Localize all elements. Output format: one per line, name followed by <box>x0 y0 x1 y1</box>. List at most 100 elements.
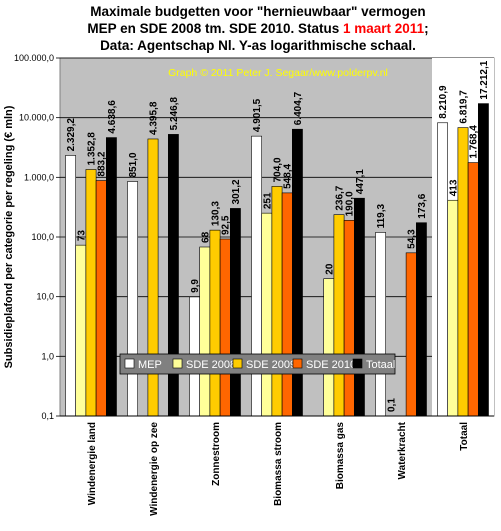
legend-swatch <box>124 358 135 369</box>
data-label: 68 <box>200 231 211 243</box>
bar <box>405 252 417 417</box>
legend-entry: MEP <box>138 359 162 371</box>
y-tick-label: 1.000,0 <box>24 172 54 182</box>
data-label: 130,3 <box>211 201 222 226</box>
y-tick-label: 100.000,0 <box>14 53 54 63</box>
data-label: 704,0 <box>273 157 284 182</box>
data-label: 173,6 <box>417 193 428 218</box>
y-tick-label: 10,0 <box>36 292 54 302</box>
x-tick-label: Windenergie land <box>87 422 98 505</box>
y-axis-label: Subsidieplafond per categorie per regeli… <box>3 105 15 368</box>
bar <box>343 220 355 417</box>
title-line: MEP en SDE 2008 tm. SDE 2010. Status 1 m… <box>87 21 428 36</box>
data-label: 1.352,8 <box>87 132 98 166</box>
data-label: 9,9 <box>190 279 201 293</box>
data-label: 54,3 <box>407 229 418 249</box>
data-label: 6.404,7 <box>293 91 304 125</box>
bar <box>127 181 138 417</box>
data-label: 20 <box>324 263 335 275</box>
bar <box>106 137 117 417</box>
bar <box>85 169 97 417</box>
y-tick-label: 10.000,0 <box>19 113 54 123</box>
bar <box>437 122 448 417</box>
x-tick-label: Zonnestroom <box>211 422 222 486</box>
legend-entry: SDE 2009 <box>246 359 296 371</box>
bar <box>415 222 427 417</box>
legend-box <box>119 353 396 375</box>
bar <box>457 127 469 417</box>
legend: MEP SDE 2008 SDE 2009 SDE 2010 Totaal <box>119 353 396 375</box>
data-label: 0,1 <box>386 398 397 412</box>
data-label: 548,4 <box>283 163 294 188</box>
bar <box>147 138 159 417</box>
bar <box>230 208 241 417</box>
data-label: 4.395,8 <box>149 101 160 135</box>
bar <box>281 192 293 417</box>
data-label: 2.329,2 <box>66 118 77 152</box>
data-labels: 2.329,2 73 1.352,8 883,2 4.638,6 851,0 4.395,8… <box>66 60 490 412</box>
legend-swatch <box>292 358 303 369</box>
bar <box>65 155 76 417</box>
x-axis-ticks: Windenergie land Windenergie op zee Zonnes… <box>60 415 494 516</box>
bars <box>65 58 494 417</box>
bar <box>271 186 283 417</box>
x-tick-label: Biomassa gas <box>335 422 346 490</box>
data-label: 251 <box>262 192 273 209</box>
bar <box>447 199 459 417</box>
bar <box>261 212 273 417</box>
data-label: 92,5 <box>221 215 232 235</box>
title-line: Maximale budgetten voor "hernieuwbaar" v… <box>90 4 425 19</box>
bar <box>209 229 221 417</box>
data-label: 73 <box>76 230 87 242</box>
bar <box>75 244 87 417</box>
x-tick-label: Waterkracht <box>397 421 408 479</box>
bar <box>95 180 107 417</box>
legend-entry: SDE 2010 <box>306 359 356 371</box>
y-tick-label: 0,1 <box>41 411 54 421</box>
title-segment: Maximale budgetten voor "hernieuwbaar" v… <box>90 4 425 19</box>
legend-swatch <box>232 358 243 369</box>
data-label: 883,2 <box>97 151 108 176</box>
bar <box>477 103 489 417</box>
watermark: Graph © 2011 Peter J. Segaar/www.polderp… <box>168 67 388 79</box>
data-label: 447,1 <box>355 169 366 194</box>
y-axis-ticks: 0,1 1,0 10,0 100,0 1.000,0 10.000,0 100.000,0 <box>14 53 60 421</box>
legend-swatch <box>352 358 363 369</box>
data-label: 119,3 <box>376 204 387 229</box>
title-segment: Data: Agentschap Nl. Y-as logarithmische… <box>100 38 416 53</box>
bar <box>353 197 365 417</box>
y-tick-label: 100,0 <box>31 232 54 242</box>
legend-swatch <box>172 358 183 369</box>
data-label: 190,0 <box>345 191 356 216</box>
data-label: 4.638,6 <box>107 100 118 134</box>
y-tick-label: 1,0 <box>41 351 54 361</box>
title-line: Data: Agentschap Nl. Y-as logarithmische… <box>100 38 416 53</box>
data-label: 1.768,4 <box>469 125 480 159</box>
data-label: 17.212,1 <box>479 60 490 99</box>
data-label: 6.819,7 <box>459 90 470 124</box>
data-label: 5.246,8 <box>169 97 180 131</box>
legend-entry: Totaal <box>366 359 395 371</box>
data-label: 4.901,5 <box>252 98 263 132</box>
bar <box>333 214 345 417</box>
data-label: 301,2 <box>231 179 242 204</box>
bar <box>219 238 231 417</box>
bar <box>467 162 479 417</box>
title-segment: MEP en SDE 2008 tm. SDE 2010. Status <box>87 21 343 36</box>
data-label: 8.210,9 <box>438 85 449 119</box>
bar <box>323 278 335 417</box>
x-tick-label: Biomassa stroom <box>273 422 284 506</box>
x-tick-label: Totaal <box>459 422 470 451</box>
bar <box>375 232 386 417</box>
data-label: 851,0 <box>128 152 139 177</box>
x-tick-label: Windenergie op zee <box>149 422 160 516</box>
legend-entry: SDE 2008 <box>186 359 236 371</box>
title-segment: ; <box>424 21 429 36</box>
chart-title: Maximale budgetten voor "hernieuwbaar" v… <box>87 4 428 53</box>
bar <box>199 246 211 417</box>
data-label: 236,7 <box>335 185 346 210</box>
data-label: 413 <box>448 179 459 196</box>
title-segment: 1 maart 2011 <box>343 21 425 36</box>
